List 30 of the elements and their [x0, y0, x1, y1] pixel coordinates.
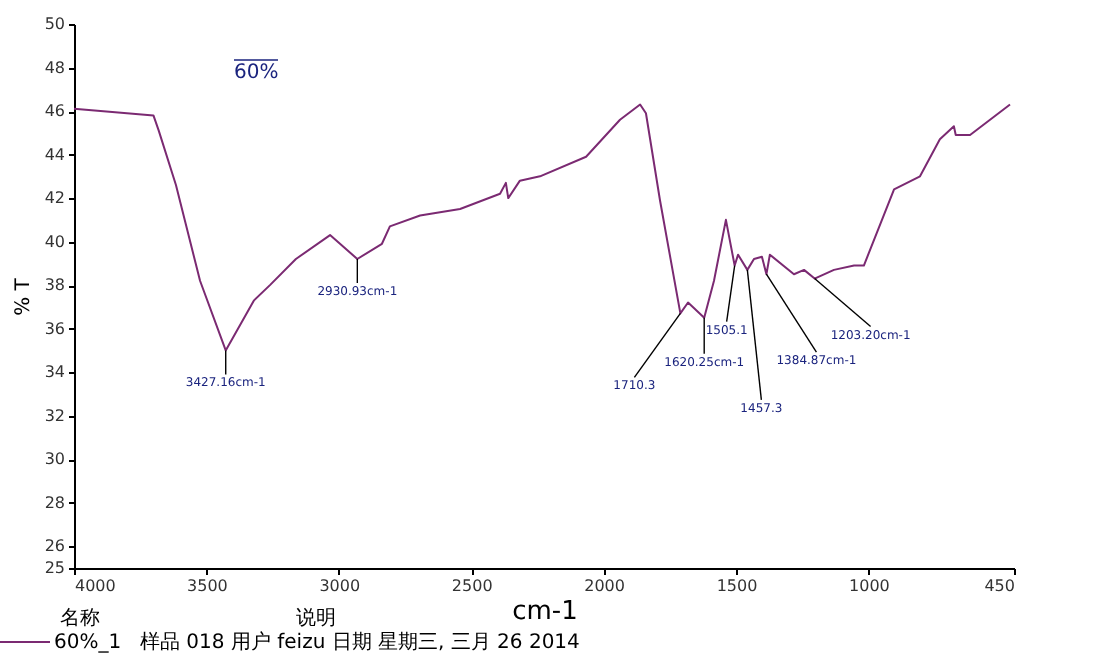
y-tick-label: 48: [44, 58, 65, 77]
y-tick-label: 38: [44, 276, 65, 295]
legend-label: 60%_1: [54, 632, 122, 654]
line-series: [73, 103, 1012, 352]
x-tick-label: 1000: [849, 577, 890, 595]
x-axis-title: cm-1: [512, 597, 578, 627]
x-tick-label: 1500: [716, 577, 758, 595]
x-tick-label: 3500: [187, 577, 228, 595]
y-tick-label: 28: [44, 493, 65, 512]
y-tick-label: 42: [44, 189, 65, 208]
text: 名称: [60, 606, 100, 630]
y-tick-label: 25: [44, 559, 65, 577]
x-tick-label: 4000: [75, 577, 116, 595]
text: 说明: [296, 606, 336, 630]
y-tick-label: 26: [44, 537, 65, 556]
y-axis-title: % T: [12, 276, 35, 316]
y-tick-label: 36: [44, 319, 65, 338]
y-tick-label: 46: [44, 102, 65, 121]
x-tick-label: 2500: [451, 577, 493, 595]
annotation: 60%: [234, 62, 279, 84]
text: 样品 018 用户 feizu 日期 星期三, 三月 26 2014: [140, 630, 580, 654]
y-tick-label: 44: [44, 145, 65, 164]
x-tick-label: 2000: [584, 577, 625, 595]
y-tick-label: 50: [44, 15, 65, 33]
y-tick-label: 40: [44, 232, 65, 251]
x-tick-label: 450: [984, 577, 1015, 595]
y-tick-label: 30: [44, 450, 65, 469]
x-tick-label: 3000: [319, 577, 361, 595]
y-tick-label: 32: [44, 406, 65, 425]
y-tick-label: 34: [44, 363, 65, 382]
